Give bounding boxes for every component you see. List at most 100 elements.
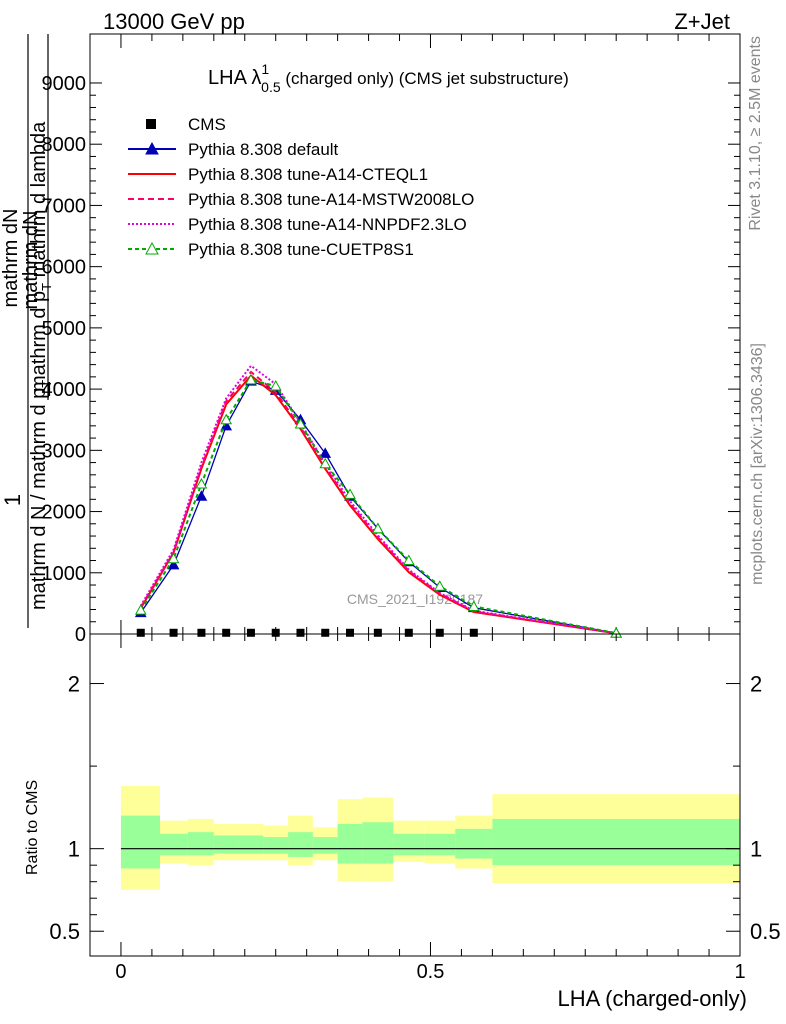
ratio-x-axis: 0 0.5 1 (115, 634, 746, 983)
series-marker-4 (294, 417, 307, 429)
main-title-suffix: (charged only) (CMS jet substructure) (281, 69, 569, 88)
ylabel-deriv-N: N (20, 211, 42, 225)
ratio-stat-band (424, 833, 456, 856)
main-y-tick-label: 3000 (42, 440, 87, 462)
series-line-0 (140, 380, 617, 634)
ratio-y-axis: 0.5 0.5 1 1 2 2 (49, 672, 780, 945)
ylabel-deriv-top: mathrm d (20, 225, 42, 309)
cms-data-point (222, 628, 231, 637)
rivet-version-label: Rivet 3.1.10, ≥ 2.5M events (747, 36, 764, 231)
series-marker-0 (319, 447, 332, 458)
ratio-y-tick-label-right: 1 (750, 837, 762, 862)
cms-data-point (404, 628, 413, 637)
ylabel-frac-N: N (0, 209, 22, 223)
ratio-stat-band (159, 833, 188, 856)
ratio-stat-band (288, 832, 313, 857)
main-y-tick-label: 6000 (42, 257, 87, 279)
main-y-label: 1 mathrm dN mathrm d N / mathrm d pT mat… (0, 34, 54, 628)
series-marker-4 (134, 604, 147, 615)
cms-data-point (136, 628, 145, 637)
cms-watermark: CMS_2021_I1920187 (347, 591, 483, 607)
ylabel-frac-bot: mathrm d N / mathrm d p (28, 388, 50, 610)
ratio-y-tick-label: 1 (68, 837, 80, 862)
cms-data-point (346, 628, 354, 637)
ratio-stat-band (455, 828, 493, 859)
main-y-tick-label: 1000 (42, 563, 87, 585)
legend-entry-cms: CMS (146, 115, 226, 134)
main-title-sub: 0.5 (261, 79, 281, 95)
series-marker-4 (269, 380, 282, 391)
main-y-tick-label: 8000 (42, 134, 87, 156)
header-process-label: Z+Jet (674, 9, 730, 34)
series-marker-4 (467, 600, 480, 611)
mcplots-label: mcplots.cern.ch [arXiv:1306.3436] (749, 343, 766, 585)
main-title-sup: 1 (261, 61, 269, 77)
main-y-tick-label: 4000 (42, 379, 87, 401)
legend-label-4: Pythia 8.308 tune-CUETP8S1 (188, 240, 414, 259)
legend-entry-1: Pythia 8.308 tune-A14-CTEQL1 (128, 165, 428, 184)
legend-label-1: Pythia 8.308 tune-A14-CTEQL1 (188, 165, 428, 184)
ratio-panel: 0.5 0.51 12 2 0 0.5 1 Ratio to CMS LHA (charg… (24, 633, 781, 1011)
cms-data-point (296, 628, 305, 637)
cms-data-point (373, 628, 382, 637)
ratio-y-tick-label: 2 (68, 672, 80, 697)
ratio-stat-band (492, 818, 740, 866)
ratio-x-tick-label: 0 (115, 961, 126, 983)
legend-entry-3: Pythia 8.308 tune-A14-NNPDF2.3LO (128, 215, 467, 234)
legend: CMS Pythia 8.308 default Pythia 8.308 tune… (128, 115, 474, 259)
ratio-frame (89, 633, 741, 957)
legend-marker-0 (145, 141, 159, 155)
cms-data-point (271, 628, 280, 637)
ratio-y-label: Ratio to CMS (24, 780, 41, 875)
cms-data-point (169, 628, 178, 637)
legend-label-3: Pythia 8.308 tune-A14-NNPDF2.3LO (188, 215, 467, 234)
ratio-stat-band (238, 835, 264, 854)
ylabel-numerator: 1 (0, 494, 25, 506)
main-series-group (134, 364, 623, 638)
ylabel-deriv-T: T (39, 283, 54, 291)
cms-data-point (469, 628, 478, 637)
series-marker-4 (220, 413, 233, 425)
cms-data-point (435, 628, 444, 637)
ylabel-fraction-numerator: mathrm dN (0, 209, 22, 308)
series-marker-4 (245, 373, 257, 385)
series-marker-4 (167, 552, 180, 564)
legend-marker-4 (145, 241, 159, 255)
cms-data-point (197, 628, 206, 637)
ylabel-frac-T: T (39, 380, 54, 388)
cms-data-point (321, 628, 330, 637)
main-y-tick-label: 0 (75, 624, 86, 646)
main-y-tick-label: 5000 (42, 318, 87, 340)
header-energy-label: 13000 GeV pp (103, 9, 245, 34)
series-marker-4 (372, 522, 384, 534)
cms-data-point (246, 628, 255, 637)
ratio-stat-band (337, 823, 363, 864)
x-axis-label: LHA (charged-only) (557, 986, 747, 1011)
ylabel-fraction-denominator: mathrm d N / mathrm d pT (28, 380, 54, 610)
ratio-stat-band (187, 832, 214, 856)
legend-cms-label: CMS (188, 115, 226, 134)
series-marker-0 (167, 558, 180, 570)
ratio-stat-band (362, 822, 394, 864)
main-y-tick-label: 7000 (42, 195, 87, 217)
ylabel-deriv-numerator: mathrm dN (20, 211, 42, 310)
ratio-y-tick-label-right: 2 (750, 672, 762, 697)
ratio-stat-band (393, 833, 425, 856)
series-marker-4 (344, 488, 356, 499)
series-marker-4 (402, 554, 415, 566)
legend-entry-0: Pythia 8.308 default (128, 140, 339, 159)
ratio-x-tick-label: 1 (734, 961, 745, 983)
series-marker-4 (195, 477, 208, 489)
series-line-4 (139, 378, 617, 635)
legend-label-2: Pythia 8.308 tune-A14-MSTW2008LO (188, 190, 474, 209)
ratio-bands-group (120, 785, 740, 890)
ylabel-deriv-bot: mathrm d p (28, 291, 50, 392)
ylabel-deriv-tail: mathrm d lambda (28, 121, 50, 283)
ratio-y-tick-label: 0.5 (49, 919, 80, 944)
ratio-stat-band (312, 837, 338, 854)
legend-entry-4: Pythia 8.308 tune-CUETP8S1 (128, 240, 414, 259)
series-marker-4 (319, 457, 332, 469)
legend-entry-2: Pythia 8.308 tune-A14-MSTW2008LO (128, 190, 474, 209)
main-title: LHA λ1 0.5 (charged only) (CMS jet substr… (208, 61, 569, 95)
ylabel-deriv-denominator: mathrm d pT mathrm d lambda (28, 121, 54, 392)
